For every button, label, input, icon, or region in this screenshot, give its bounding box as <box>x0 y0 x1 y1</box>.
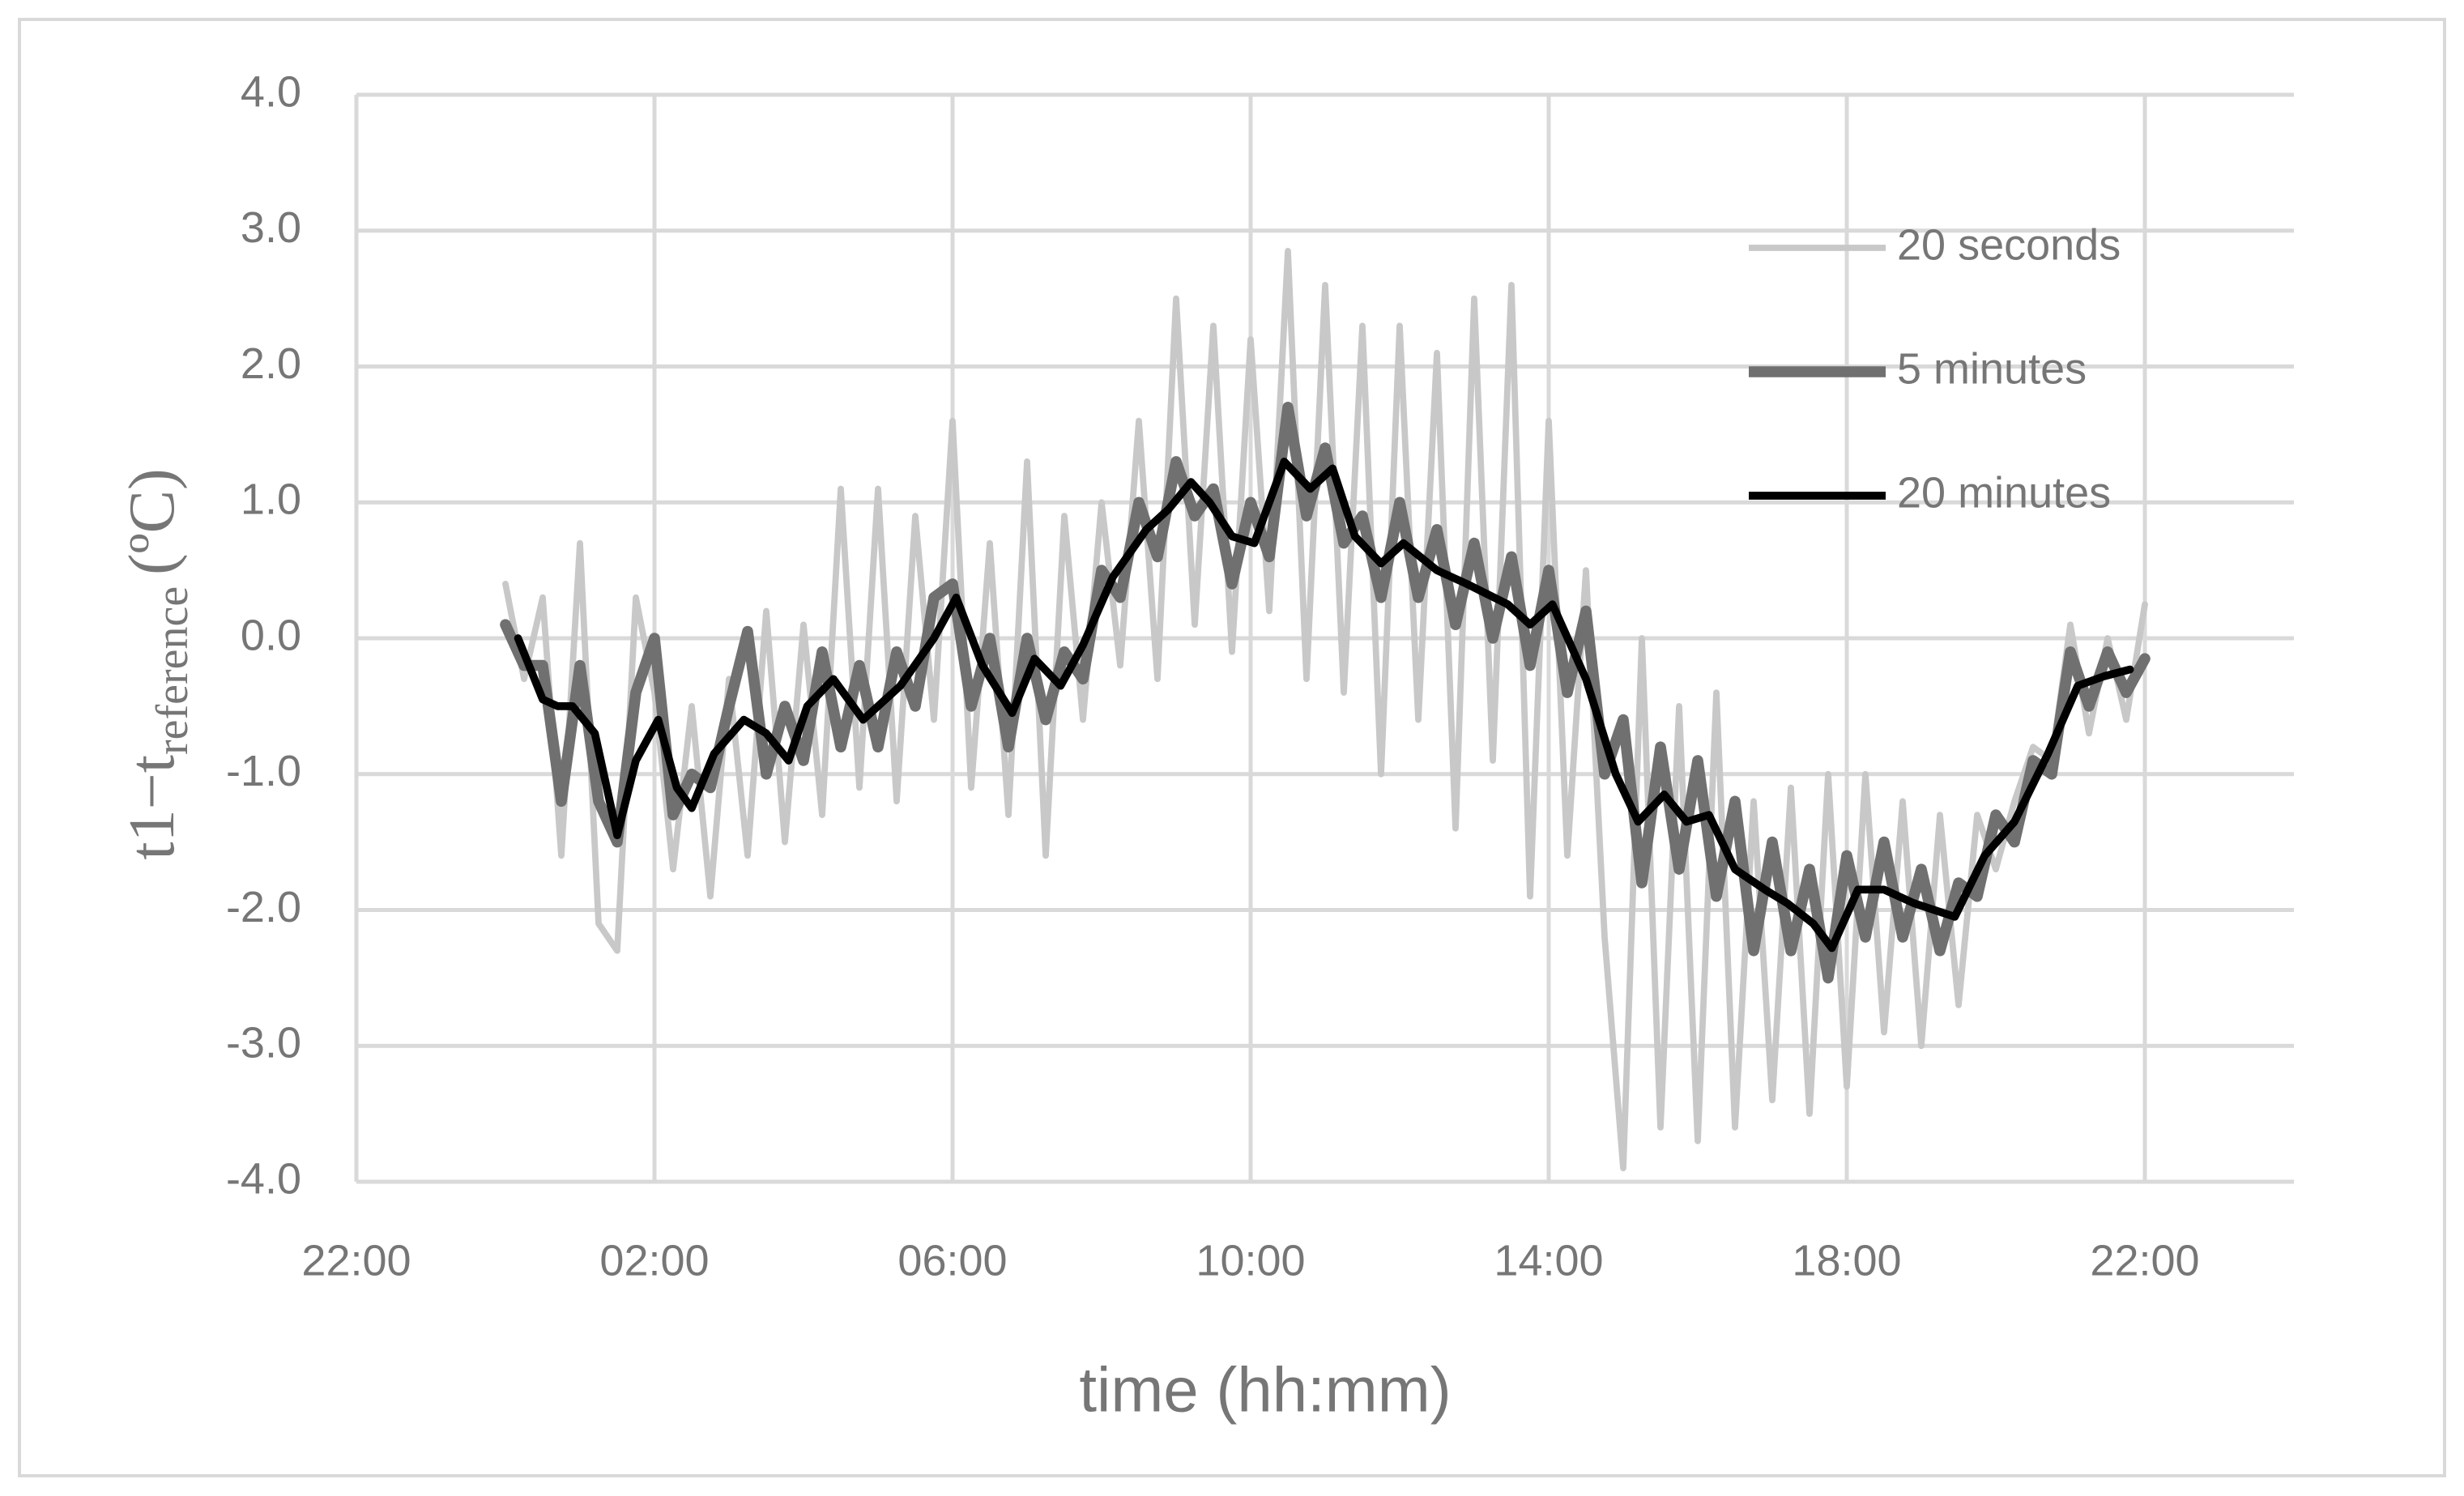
y-tick-label: 2.0 <box>241 339 301 388</box>
y-tick-label: -3.0 <box>226 1019 301 1068</box>
y-axis-title: t1−treference (ºC) <box>117 468 198 859</box>
legend-label: 5 minutes <box>1897 344 2087 393</box>
y-tick-label: -4.0 <box>226 1154 301 1203</box>
x-tick-label: 22:00 <box>2090 1236 2199 1285</box>
y-tick-label: 0.0 <box>241 611 301 659</box>
y-tick-label: 4.0 <box>241 67 301 116</box>
x-tick-label: 06:00 <box>897 1236 1007 1285</box>
y-tick-label: -2.0 <box>226 883 301 931</box>
x-tick-label: 10:00 <box>1196 1236 1305 1285</box>
y-axis-title-unit: (ºC) <box>117 468 188 574</box>
series-line <box>500 402 2151 984</box>
y-tick-label: 3.0 <box>241 203 301 252</box>
y-axis-title-subscript: reference <box>147 586 198 755</box>
legend-label: 20 minutes <box>1897 468 2111 517</box>
legend-label: 20 seconds <box>1897 220 2121 269</box>
labels: 4.03.02.01.00.0-1.0-2.0-3.0-4.022:00 02:0… <box>226 67 2200 1285</box>
x-axis-title: time (hh:mm) <box>1079 1354 1451 1426</box>
plot-lines <box>500 248 2151 1172</box>
series-line <box>514 458 2134 953</box>
x-tick-label: 14:00 <box>1494 1236 1603 1285</box>
y-axis-title-main: t1−t <box>117 755 188 860</box>
y-tick-label: -1.0 <box>226 747 301 795</box>
series-line <box>502 248 2148 1172</box>
x-tick-label: 22:00 <box>301 1236 411 1285</box>
y-tick-label: 1.0 <box>241 475 301 524</box>
x-tick-label: 02:00 <box>599 1236 709 1285</box>
x-tick-label: 18:00 <box>1792 1236 1901 1285</box>
chart-frame <box>18 18 2446 1477</box>
